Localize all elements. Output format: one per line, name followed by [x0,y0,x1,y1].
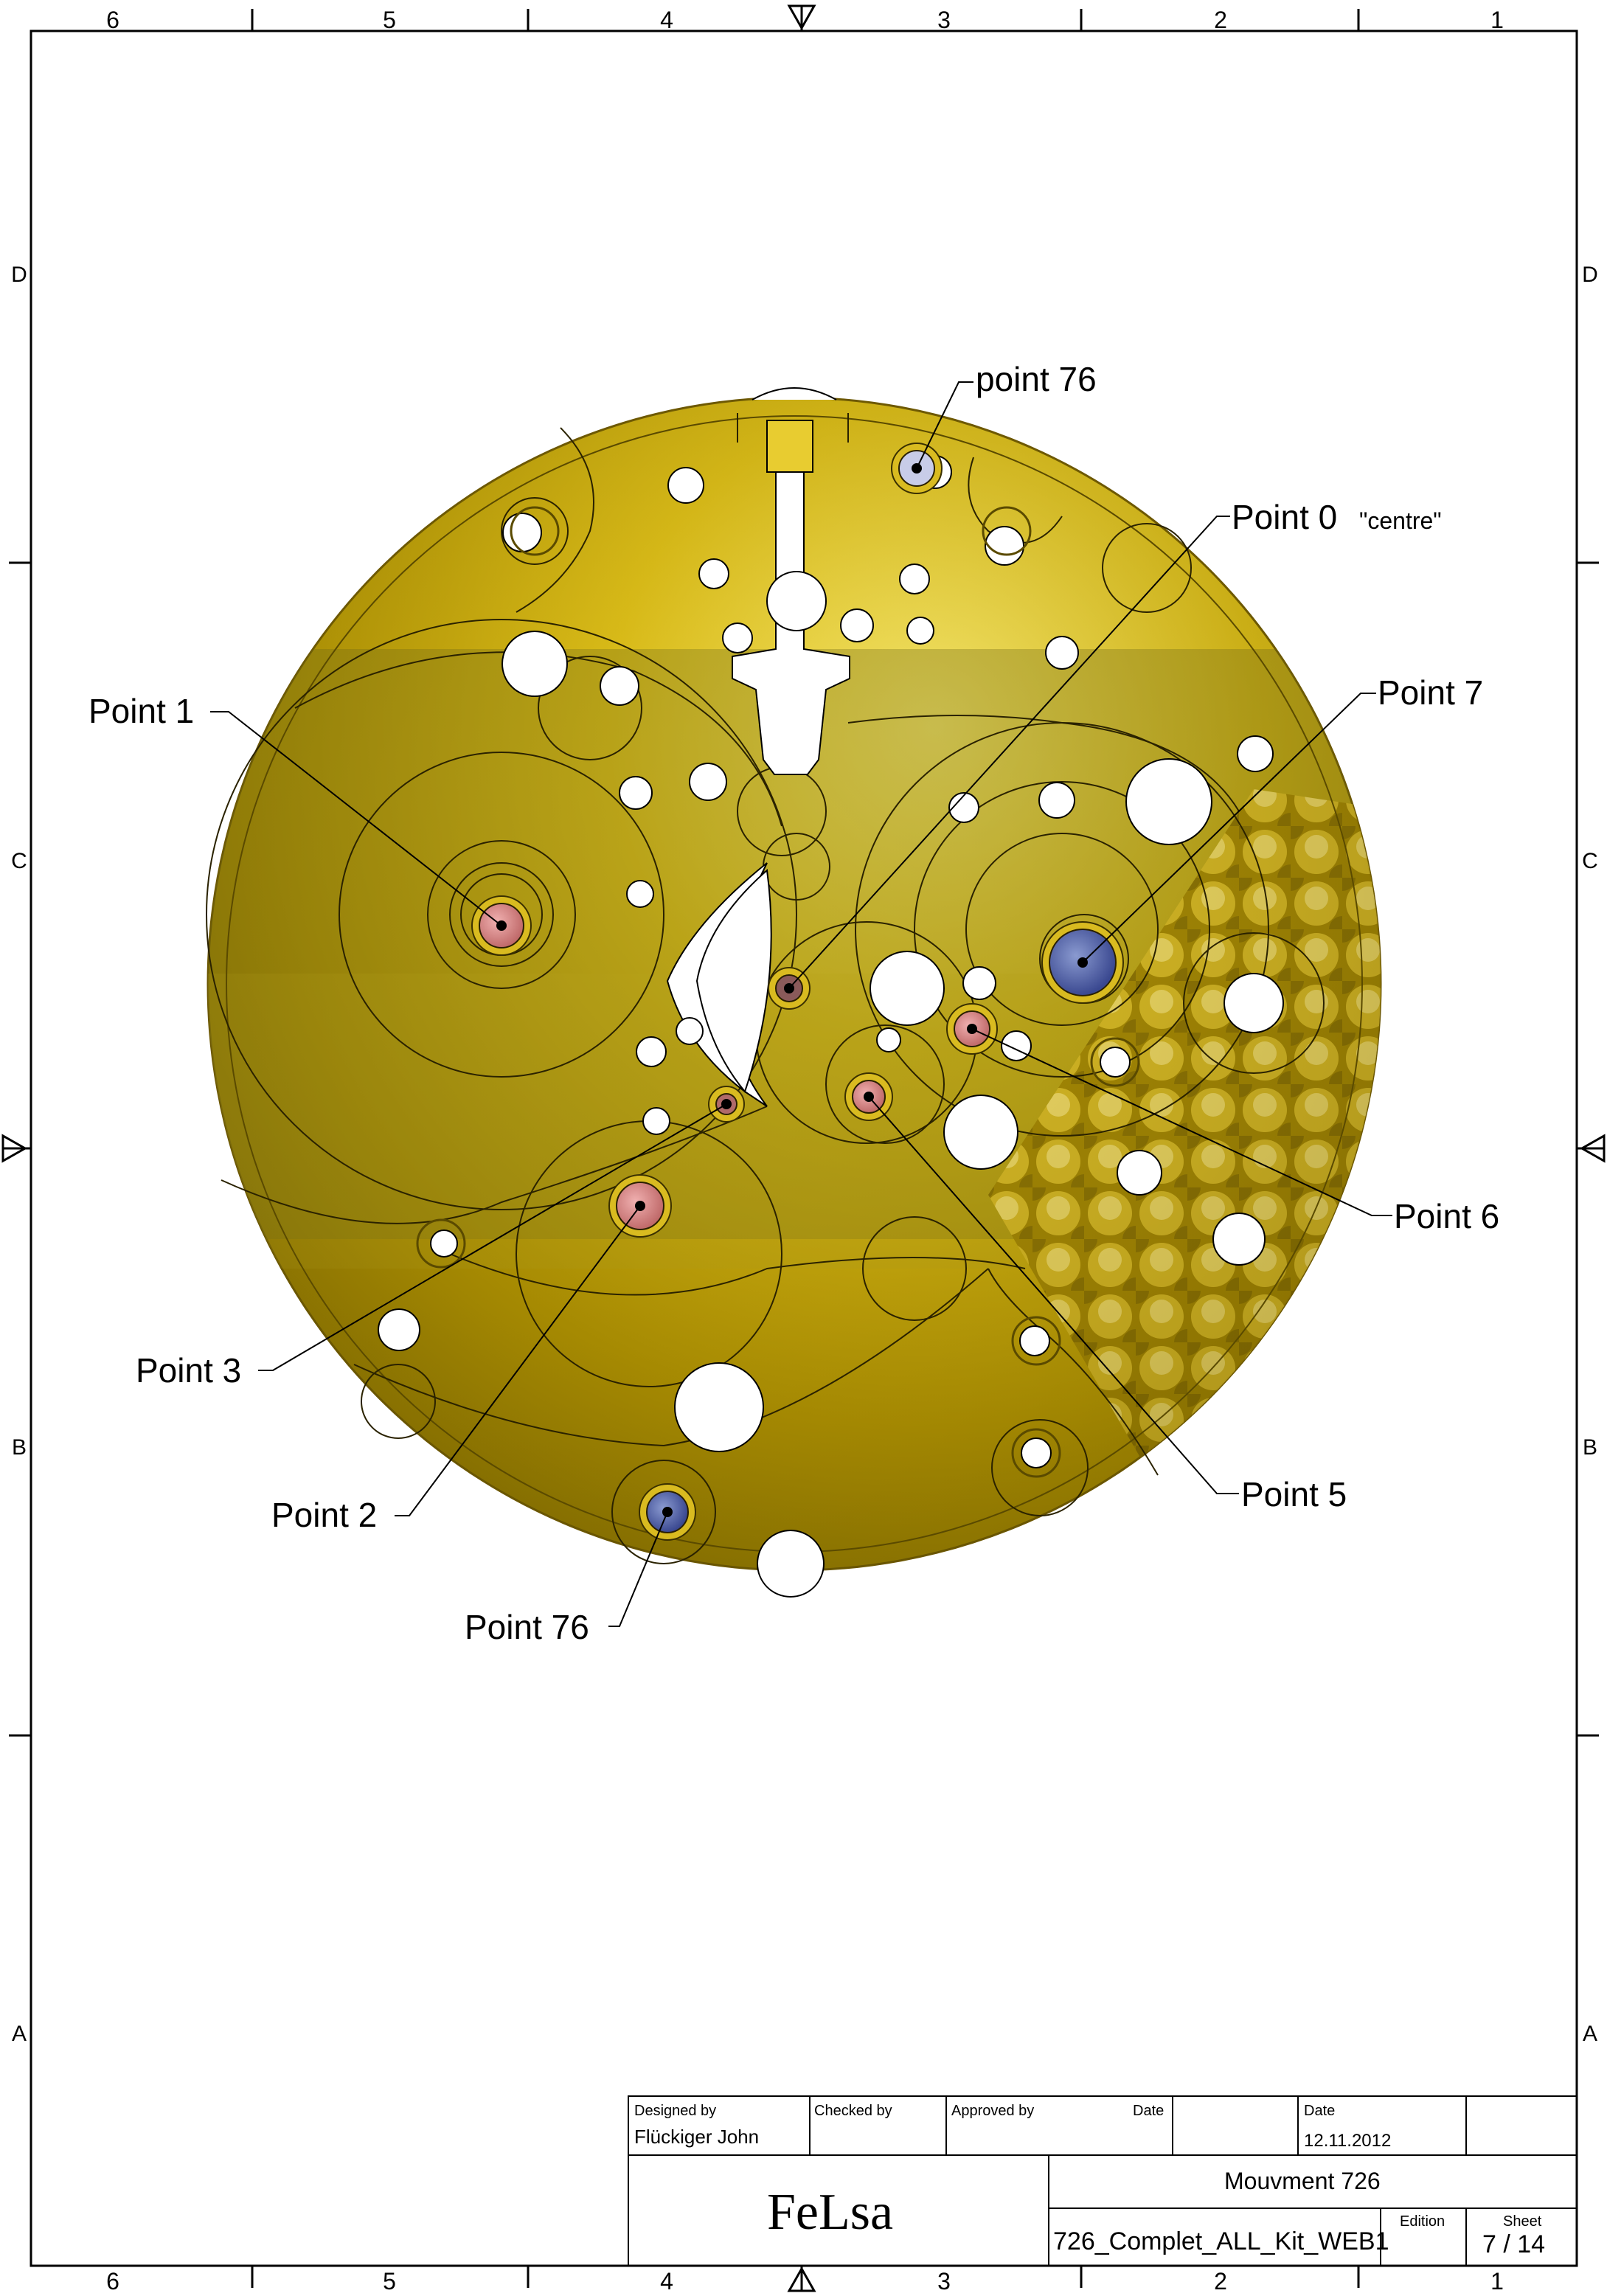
plate-hole [636,1037,666,1067]
column-label-top: 6 [106,7,119,33]
date-label: Date [1304,2103,1335,2119]
column-label-top: 2 [1214,7,1227,33]
row-label-left: C [11,849,27,873]
plate-hole [619,777,652,809]
edition-label: Edition [1400,2213,1445,2230]
plate-hole [1020,1326,1049,1356]
column-label-bottom: 1 [1490,2268,1504,2295]
plate-hole [944,1095,1018,1169]
centering-mark-bottom [789,2266,814,2291]
top-notch [752,388,836,400]
plate-hole [600,667,639,705]
movement-plate [206,388,1401,1597]
callout-point-3: Point 3 [136,1351,241,1390]
column-label-top: 1 [1490,7,1504,33]
plate-hole [503,513,541,552]
column-label-bottom: 6 [106,2268,119,2295]
plate-hole [870,951,944,1025]
designed-by-label: Designed by [634,2103,716,2119]
row-label-left: D [11,263,27,287]
row-label-left: B [12,1435,27,1460]
callout-point-6: Point 6 [1394,1197,1499,1235]
date-value: 12.11.2012 [1304,2131,1391,2151]
plate-hole [1039,783,1075,818]
plate-hole [502,631,567,696]
checked-by-label: Checked by [814,2103,892,2119]
plate-hole [767,572,826,631]
approved-by-label: Approved by [951,2103,1034,2119]
centering-mark-right [1577,1136,1604,1161]
plate-hole [378,1309,420,1350]
column-label-bottom: 3 [937,2268,951,2295]
plate-hole [1224,974,1283,1033]
plate-hole [1002,1031,1031,1061]
callout-point-2: Point 2 [271,1496,377,1534]
sheet-number: 7 / 14 [1482,2230,1545,2258]
plate-hole [1046,637,1078,669]
plate-hole [723,623,752,653]
column-label-bottom: 5 [383,2268,396,2295]
row-label-right: C [1582,849,1598,873]
plate-hole [1021,1438,1051,1468]
plate-hole [1117,1151,1162,1195]
bottom-notch [757,1530,824,1597]
plate-hole [1238,736,1273,771]
column-label-bottom: 4 [660,2268,673,2295]
callout-point-5: Point 5 [1241,1475,1347,1513]
callout-point-0-note: "centre" [1359,507,1442,534]
date-label-approved: Date [1133,2103,1164,2119]
centering-mark-left [3,1136,31,1161]
plate-hole [900,564,929,594]
plate-hole [1126,759,1212,844]
callout-point-76-bottom: Point 76 [465,1608,589,1646]
plate-hole [627,881,653,907]
plate-hole [907,617,934,644]
plate-hole [690,763,726,800]
file-name: 726_Complet_ALL_Kit_WEB1 [1053,2227,1389,2255]
plate-hole [676,1018,703,1044]
plate-hole [963,967,996,999]
company-logo: FeLsa [767,2184,893,2241]
sheet-label: Sheet [1503,2213,1542,2230]
column-label-top: 4 [660,7,673,33]
callout-point-7: Point 7 [1378,673,1483,712]
callout-point-0: Point 0 [1232,498,1337,536]
designed-by-value: Flückiger John [634,2126,759,2148]
plate-hole [668,468,704,503]
plate-hole [675,1363,763,1452]
title-block-text: Designed by Flückiger John Checked by Ap… [634,2103,1545,2258]
plate-hole [1100,1047,1130,1077]
column-label-bottom: 2 [1214,2268,1227,2295]
plate-hole [877,1028,900,1052]
column-label-top: 3 [937,7,951,33]
plate-hole [643,1108,670,1134]
row-label-right: D [1582,263,1598,287]
plate-hole [699,559,729,589]
plate-hole [431,1230,457,1257]
row-label-right: B [1583,1435,1597,1460]
plate-hole [841,609,873,642]
column-label-top: 5 [383,7,396,33]
row-label-left: A [12,2022,27,2046]
centering-mark-top [789,6,814,31]
row-label-right: A [1583,2022,1597,2046]
drawing-title: Mouvment 726 [1224,2168,1381,2194]
callout-point-76-top: point 76 [976,360,1097,398]
callout-point-1: Point 1 [88,692,194,730]
plate-hole [985,527,1024,565]
plate-hole [1213,1213,1265,1265]
